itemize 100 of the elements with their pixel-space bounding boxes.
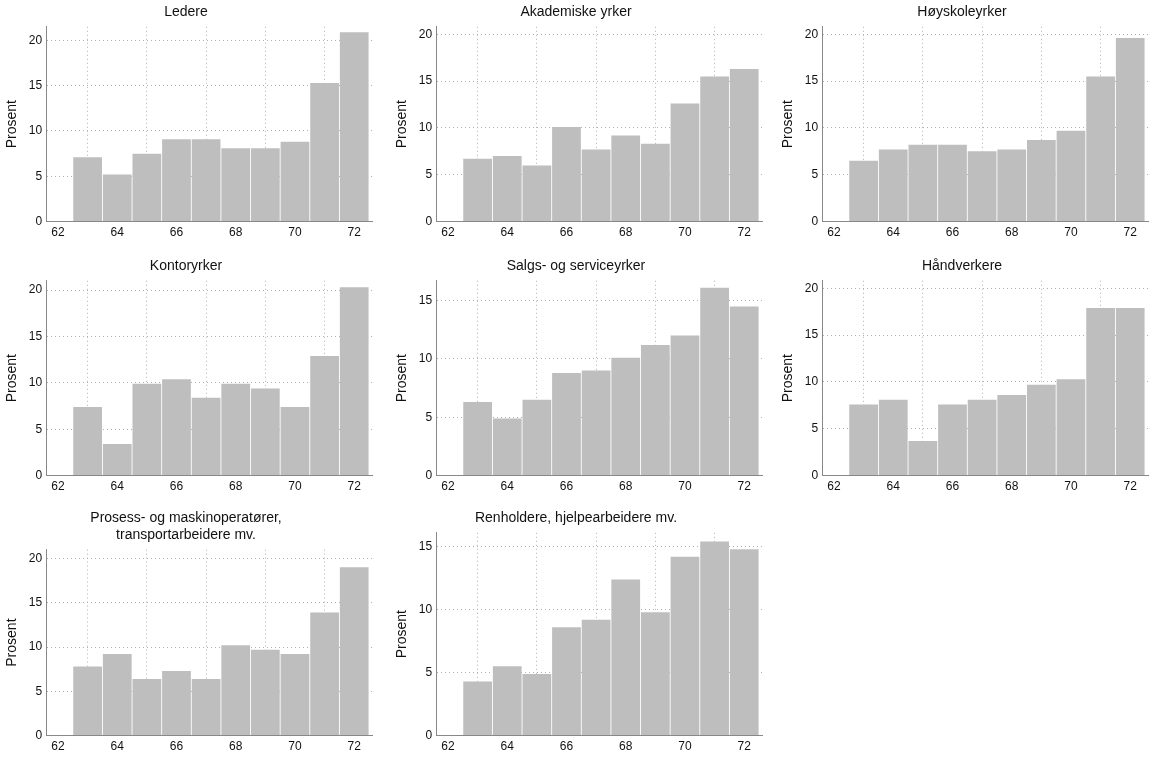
x-tick-label: 62 — [827, 225, 841, 240]
x-tick-label: 72 — [347, 479, 362, 494]
y-tick-label: 0 — [425, 467, 433, 482]
y-tick-label: 5 — [35, 421, 43, 436]
y-tick-label: 0 — [35, 727, 43, 742]
y-tick-label: 10 — [28, 123, 43, 138]
y-tick-label: 15 — [418, 538, 433, 553]
y-tick-label: 10 — [418, 351, 433, 366]
x-tick-label: 70 — [288, 225, 302, 240]
x-tick-label: 62 — [441, 739, 455, 754]
x-tick-label: 68 — [1005, 225, 1019, 240]
y-tick-label: 10 — [804, 374, 819, 389]
x-tick-label: 62 — [51, 739, 65, 754]
y-tick-label: 5 — [35, 683, 43, 698]
x-tick-label: 72 — [1123, 225, 1138, 240]
x-tick-label: 68 — [229, 739, 243, 754]
chart-title: Salgs- og serviceyrker — [506, 257, 646, 274]
x-tick-label: 72 — [347, 739, 362, 754]
chart-title: Håndverkere — [921, 257, 1003, 274]
x-tick-label: 72 — [737, 739, 752, 754]
x-tick-label: 70 — [1064, 225, 1078, 240]
y-tick-label: 20 — [418, 26, 433, 41]
y-tick-label: 10 — [28, 375, 43, 390]
y-axis-title: Prosent — [3, 618, 20, 667]
y-tick-label: 20 — [804, 26, 819, 41]
y-axis-title: Prosent — [3, 99, 20, 149]
y-tick-label: 5 — [425, 409, 433, 424]
y-tick-label: 0 — [35, 213, 43, 228]
y-tick-label: 10 — [804, 120, 819, 135]
y-tick-label: 10 — [418, 601, 433, 616]
x-tick-label: 66 — [169, 479, 184, 494]
x-tick-label: 70 — [1064, 479, 1078, 494]
x-tick-label: 66 — [559, 225, 574, 240]
y-tick-label: 15 — [418, 73, 433, 88]
x-tick-label: 70 — [678, 479, 692, 494]
x-tick-label: 66 — [945, 225, 960, 240]
y-tick-label: 15 — [28, 78, 43, 93]
y-tick-label: 15 — [28, 595, 43, 610]
x-tick-label: 66 — [945, 479, 960, 494]
x-tick-label: 64 — [886, 479, 901, 494]
y-tick-label: 15 — [418, 292, 433, 307]
y-tick-label: 5 — [425, 167, 433, 182]
y-tick-label: 10 — [418, 120, 433, 135]
y-tick-label: 0 — [425, 727, 433, 742]
x-tick-label: 64 — [110, 739, 125, 754]
y-axis-title: Prosent — [393, 353, 410, 403]
y-tick-label: 20 — [804, 280, 819, 295]
x-tick-label: 64 — [110, 479, 125, 494]
x-tick-label: 62 — [441, 225, 455, 240]
x-tick-label: 64 — [500, 479, 515, 494]
y-tick-label: 15 — [804, 73, 819, 88]
chart-title: Ledere — [164, 3, 209, 20]
x-tick-label: 70 — [288, 479, 302, 494]
y-tick-label: 5 — [811, 421, 819, 436]
chart-title: Renholdere, hjelpearbeidere mv. — [474, 509, 678, 526]
y-axis-title: Prosent — [393, 99, 410, 149]
x-tick-label: 62 — [51, 225, 65, 240]
x-tick-label: 68 — [229, 479, 243, 494]
y-axis-title: Prosent — [779, 99, 796, 149]
y-tick-label: 5 — [811, 167, 819, 182]
x-tick-label: 70 — [678, 739, 692, 754]
y-tick-label: 10 — [28, 639, 43, 654]
x-tick-label: 64 — [110, 225, 125, 240]
x-tick-label: 68 — [619, 479, 633, 494]
y-tick-label: 0 — [35, 467, 43, 482]
y-axis-title: Prosent — [393, 609, 410, 659]
y-tick-label: 20 — [28, 282, 43, 297]
chart-title: Kontoryrker — [149, 257, 223, 274]
x-tick-label: 66 — [559, 479, 574, 494]
x-tick-label: 68 — [1005, 479, 1019, 494]
y-tick-label: 0 — [811, 467, 819, 482]
x-tick-label: 66 — [559, 739, 574, 754]
x-tick-label: 68 — [619, 225, 633, 240]
x-tick-label: 72 — [737, 225, 752, 240]
x-tick-label: 72 — [1123, 479, 1138, 494]
x-tick-label: 62 — [827, 479, 841, 494]
x-tick-label: 62 — [51, 479, 65, 494]
chart-title: Akademiske yrker — [520, 3, 632, 20]
y-tick-label: 5 — [425, 664, 433, 679]
x-tick-label: 70 — [678, 225, 692, 240]
x-tick-label: 68 — [229, 225, 243, 240]
x-tick-label: 68 — [619, 739, 633, 754]
y-tick-label: 20 — [28, 550, 43, 565]
x-tick-label: 64 — [500, 739, 515, 754]
y-tick-label: 20 — [28, 32, 43, 47]
y-tick-label: 5 — [35, 168, 43, 183]
y-tick-label: 0 — [811, 213, 819, 228]
x-tick-label: 64 — [886, 225, 901, 240]
x-tick-label: 62 — [441, 479, 455, 494]
x-tick-label: 72 — [347, 225, 362, 240]
y-tick-label: 0 — [425, 213, 433, 228]
y-tick-label: 15 — [28, 328, 43, 343]
x-tick-label: 72 — [737, 479, 752, 494]
y-axis-title: Prosent — [3, 353, 20, 403]
x-tick-label: 66 — [169, 225, 184, 240]
y-tick-label: 15 — [804, 327, 819, 342]
chart-title: Høyskoleyrker — [917, 3, 1008, 20]
x-tick-label: 66 — [169, 739, 184, 754]
y-axis-title: Prosent — [779, 353, 796, 403]
chart-title: Prosess- og maskinoperatører, transportarbeidere mv. — [90, 509, 282, 543]
